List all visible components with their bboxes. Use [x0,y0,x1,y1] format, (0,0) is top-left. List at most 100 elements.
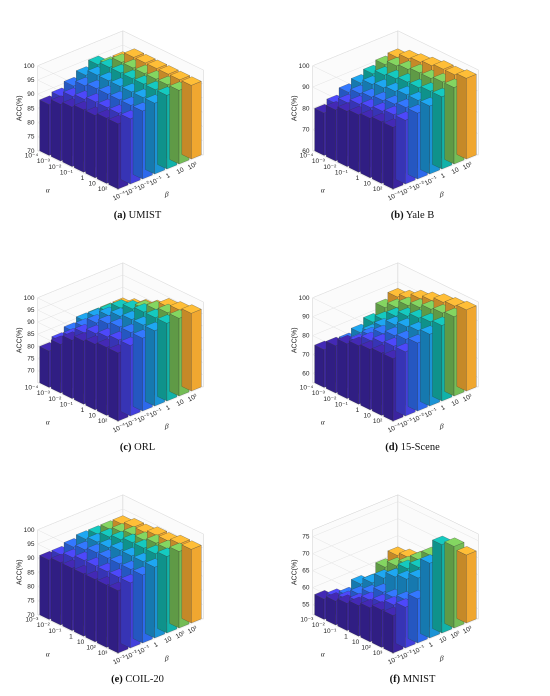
alpha-tick-label: 10 [352,639,360,646]
z-tick-label: 70 [302,551,310,558]
alpha-tick-label: 10² [373,186,383,193]
subfigure-label: (c) [119,442,132,453]
beta-axis-label: β [439,654,444,663]
beta-axis-label: β [439,422,444,431]
bars [314,288,477,422]
z-tick-label: 70 [27,612,35,619]
alpha-tick-label: 10² [86,645,96,652]
subfigure-title: ORL [131,442,156,453]
z-tick-label: 90 [27,91,35,98]
alpha-tick-label: 10 [364,413,372,420]
alpha-tick-label: 10⁻³ [300,617,314,624]
y-axis-label: ACC(%) [17,95,24,121]
alpha-tick-label: 10 [89,181,97,188]
y-axis-label: ACC(%) [17,327,24,353]
alpha-tick-label: 10⁻⁴ [25,153,39,160]
bar3d-chart: 707580859095100ACC(%)10⁻³10⁻²10⁻¹11010²1… [17,494,204,666]
z-tick-label: 100 [24,63,35,70]
alpha-tick-label: 10⁻¹ [60,401,74,408]
alpha-tick-label: 10 [364,181,372,188]
subfigure-title: MNIST [400,674,436,685]
bar3d-chart: 5560657075ACC(%)10⁻³10⁻²10⁻¹11010²10³α10… [292,494,479,666]
bars [314,535,477,654]
alpha-tick-label: 1 [356,407,360,414]
y-axis-label: ACC(%) [292,327,299,353]
subfigure-label: (e) [111,674,123,685]
alpha-tick-label: 10⁻³ [37,390,51,397]
beta-tick-label: 10² [462,160,474,171]
beta-tick-label: 10² [450,629,462,640]
z-tick-label: 60 [302,585,310,592]
beta-tick-label: 1 [428,641,435,649]
z-tick-label: 70 [27,368,35,375]
alpha-tick-label: 10⁻² [323,396,337,403]
alpha-axis-label: α [46,185,51,194]
z-tick-label: 75 [27,598,35,605]
y-axis-label: ACC(%) [17,559,24,585]
alpha-tick-label: 10⁻² [312,622,326,629]
z-tick-label: 75 [302,534,310,541]
z-axis: 55 60 65 70 75 ACC(%) [292,534,310,609]
z-tick-label: 85 [27,569,35,576]
z-tick-label: 70 [302,351,310,358]
chart-panel: 70 75 80 85 90 95 100 ACC(%) 10⁻⁴ 10⁻³ 10⁻² 10⁻¹ 1 10… [0,0,275,232]
z-axis: 60 70 80 90 100 ACC(%) [292,295,310,378]
z-tick-label: 95 [27,541,35,548]
alpha-tick-label: 10² [98,418,108,425]
bar3d-chart: 60708090100ACC(%)10⁻⁴10⁻³10⁻²10⁻¹11010²α… [292,262,479,434]
alpha-axis-label: α [321,649,326,658]
alpha-axis-label: α [321,185,326,194]
z-axis: 70 75 80 85 90 95 100 ACC(%) [17,295,35,375]
alpha-tick-label: 10⁻¹ [335,401,349,408]
beta-axis-label: β [164,422,169,431]
bars [39,515,202,654]
alpha-tick-label: 10⁻⁴ [300,153,314,160]
z-tick-label: 75 [27,356,35,363]
bar [181,540,202,624]
chart-panel: 70 75 80 85 90 95 100 ACC(%) 10⁻⁴ 10⁻³ 10⁻² 10⁻¹ 1 10… [0,232,275,464]
z-tick-label: 90 [302,84,310,91]
subfigure-title: Yale B [403,210,435,221]
z-tick-label: 90 [302,314,310,321]
alpha-tick-label: 10⁻⁴ [25,385,39,392]
z-tick-label: 85 [27,105,35,112]
beta-tick-label: 10² [462,392,474,403]
alpha-tick-label: 1 [356,175,360,182]
chart-panel: 55 60 65 70 75 ACC(%) 10⁻³ 10⁻² 10⁻¹ 1 10 10² 10³ α 10… [275,464,550,696]
alpha-tick-label: 10³ [98,650,108,657]
beta-tick-label: 1 [440,404,447,412]
bar [456,300,477,392]
subfigure-caption: (b) Yale B [275,210,550,221]
z-tick-label: 90 [27,319,35,326]
subfigure-label: (d) [385,442,399,453]
subfigure-label: (b) [390,210,404,221]
chart-panel: 70 75 80 85 90 95 100 ACC(%) 10⁻³ 10⁻² 10⁻¹ 1 10 10² 1… [0,464,275,696]
y-axis-label: ACC(%) [292,95,299,121]
beta-tick-label: 10³ [187,624,199,635]
alpha-tick-label: 1 [81,175,85,182]
z-tick-label: 80 [302,333,310,340]
y-axis-label: ACC(%) [292,559,299,585]
z-tick-label: 80 [27,343,35,350]
alpha-tick-label: 10⁻¹ [335,169,349,176]
alpha-tick-label: 10² [98,186,108,193]
alpha-axis-label: α [46,649,51,658]
z-tick-label: 65 [302,568,310,575]
z-tick-label: 80 [27,583,35,590]
beta-axis-label: β [164,190,169,199]
bar [456,546,477,624]
z-tick-label: 60 [302,148,310,155]
beta-axis-label: β [164,654,169,663]
alpha-tick-label: 10⁻⁴ [300,385,314,392]
beta-tick-label: 10 [451,398,461,408]
z-tick-label: 70 [27,148,35,155]
alpha-tick-label: 10³ [373,650,383,657]
z-tick-label: 55 [302,602,310,609]
bar3d-chart: 707580859095100ACC(%)10⁻⁴10⁻³10⁻²10⁻¹110… [17,262,204,434]
bars [39,48,202,190]
alpha-tick-label: 10⁻¹ [48,628,62,635]
